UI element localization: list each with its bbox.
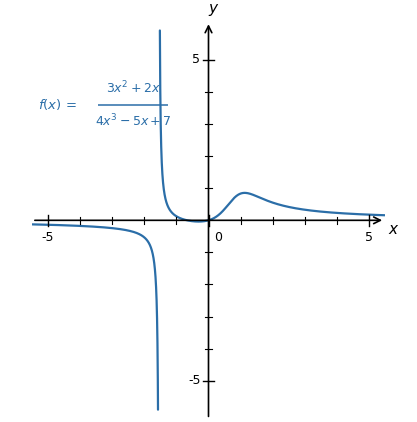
Text: 5: 5 <box>193 54 201 66</box>
Text: $3x^2 + 2x$: $3x^2 + 2x$ <box>106 80 161 97</box>
Text: $f(x)\,=\,$: $f(x)\,=\,$ <box>38 97 78 112</box>
Text: 5: 5 <box>365 230 373 243</box>
Text: -5: -5 <box>42 230 54 243</box>
Text: $x$: $x$ <box>387 222 399 238</box>
Text: $y$: $y$ <box>208 2 219 18</box>
Text: $4x^3 - 5x + 7$: $4x^3 - 5x + 7$ <box>95 113 171 130</box>
Text: -5: -5 <box>188 374 201 387</box>
Text: 0: 0 <box>214 230 222 243</box>
